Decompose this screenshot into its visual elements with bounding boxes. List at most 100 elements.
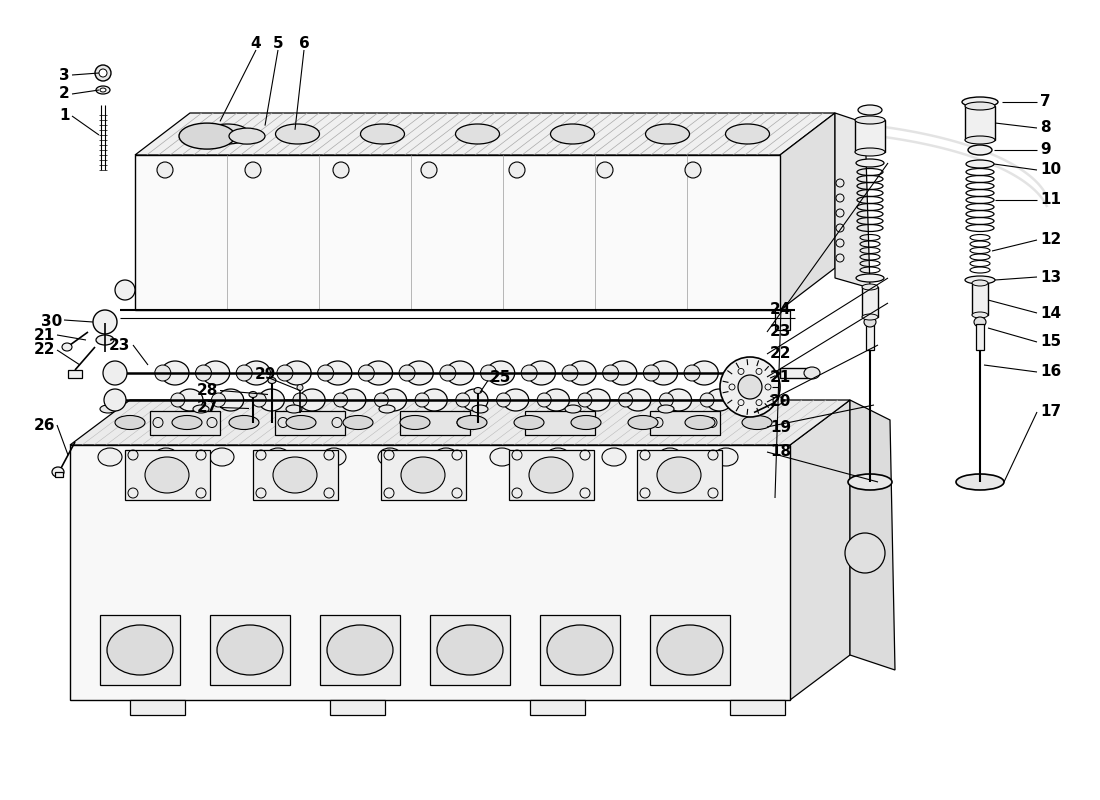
- Text: 17: 17: [1040, 405, 1062, 419]
- Ellipse shape: [399, 365, 415, 381]
- Ellipse shape: [161, 361, 189, 385]
- Ellipse shape: [684, 365, 700, 381]
- Bar: [540, 615, 620, 685]
- Ellipse shape: [96, 86, 110, 94]
- Ellipse shape: [742, 415, 772, 430]
- Ellipse shape: [962, 97, 998, 107]
- Bar: [866, 325, 874, 350]
- Ellipse shape: [858, 105, 882, 115]
- Text: 28: 28: [197, 383, 218, 398]
- Ellipse shape: [157, 162, 173, 178]
- Ellipse shape: [862, 314, 878, 320]
- Ellipse shape: [229, 128, 265, 144]
- Bar: [509, 450, 594, 500]
- Ellipse shape: [562, 365, 578, 381]
- Bar: [637, 450, 722, 500]
- Ellipse shape: [98, 448, 122, 466]
- Polygon shape: [135, 113, 835, 155]
- Ellipse shape: [283, 361, 311, 385]
- Polygon shape: [135, 155, 780, 310]
- Bar: [650, 615, 730, 685]
- Ellipse shape: [658, 405, 674, 413]
- Bar: [125, 450, 210, 500]
- Ellipse shape: [625, 389, 651, 411]
- Ellipse shape: [714, 448, 738, 466]
- Bar: [330, 700, 385, 715]
- Ellipse shape: [107, 625, 173, 675]
- Ellipse shape: [618, 393, 632, 407]
- Bar: [976, 324, 984, 350]
- Ellipse shape: [145, 457, 189, 493]
- Text: 9: 9: [1040, 142, 1050, 158]
- Text: 21: 21: [34, 327, 55, 342]
- Ellipse shape: [374, 393, 388, 407]
- Polygon shape: [790, 400, 850, 700]
- Bar: [320, 615, 400, 685]
- Ellipse shape: [855, 116, 886, 124]
- Ellipse shape: [773, 397, 783, 405]
- Text: 3: 3: [59, 67, 70, 82]
- Ellipse shape: [968, 145, 992, 155]
- Ellipse shape: [62, 343, 72, 351]
- Ellipse shape: [726, 124, 770, 144]
- Ellipse shape: [691, 361, 718, 385]
- Ellipse shape: [481, 365, 496, 381]
- Ellipse shape: [201, 361, 230, 385]
- Ellipse shape: [521, 365, 537, 381]
- Ellipse shape: [437, 625, 503, 675]
- Ellipse shape: [421, 389, 448, 411]
- Ellipse shape: [378, 448, 402, 466]
- Bar: [68, 370, 82, 378]
- Bar: [253, 450, 338, 500]
- Ellipse shape: [322, 448, 346, 466]
- Polygon shape: [70, 400, 850, 445]
- Ellipse shape: [446, 361, 474, 385]
- Bar: [730, 700, 785, 715]
- Ellipse shape: [864, 317, 876, 327]
- Ellipse shape: [172, 415, 202, 430]
- Ellipse shape: [333, 162, 349, 178]
- Ellipse shape: [245, 162, 261, 178]
- Ellipse shape: [275, 124, 319, 144]
- Bar: [972, 283, 988, 315]
- Ellipse shape: [527, 361, 556, 385]
- Ellipse shape: [646, 124, 690, 144]
- Ellipse shape: [474, 387, 482, 394]
- Ellipse shape: [550, 124, 594, 144]
- Ellipse shape: [155, 365, 170, 381]
- Ellipse shape: [252, 393, 266, 407]
- Ellipse shape: [657, 457, 701, 493]
- Ellipse shape: [509, 162, 525, 178]
- Ellipse shape: [236, 365, 252, 381]
- Text: 23: 23: [109, 338, 130, 353]
- Ellipse shape: [972, 312, 988, 318]
- Ellipse shape: [965, 276, 996, 284]
- Ellipse shape: [415, 393, 429, 407]
- Polygon shape: [850, 400, 895, 670]
- Text: 10: 10: [1040, 162, 1062, 178]
- Bar: [130, 700, 185, 715]
- Polygon shape: [70, 445, 790, 700]
- Ellipse shape: [856, 274, 884, 282]
- Ellipse shape: [751, 405, 767, 413]
- Ellipse shape: [603, 365, 618, 381]
- Text: 14: 14: [1040, 306, 1062, 321]
- Ellipse shape: [455, 393, 470, 407]
- Bar: [150, 410, 220, 434]
- Ellipse shape: [965, 102, 996, 110]
- Ellipse shape: [286, 405, 302, 413]
- Ellipse shape: [211, 393, 226, 407]
- Bar: [855, 120, 886, 152]
- Bar: [430, 615, 510, 685]
- Ellipse shape: [706, 389, 733, 411]
- Text: 25: 25: [490, 370, 512, 385]
- Ellipse shape: [628, 415, 658, 430]
- Ellipse shape: [379, 405, 395, 413]
- Ellipse shape: [547, 625, 613, 675]
- Text: 1: 1: [59, 109, 70, 123]
- Ellipse shape: [100, 405, 116, 413]
- Ellipse shape: [490, 448, 514, 466]
- Ellipse shape: [229, 415, 258, 430]
- Ellipse shape: [472, 405, 488, 413]
- Ellipse shape: [177, 389, 204, 411]
